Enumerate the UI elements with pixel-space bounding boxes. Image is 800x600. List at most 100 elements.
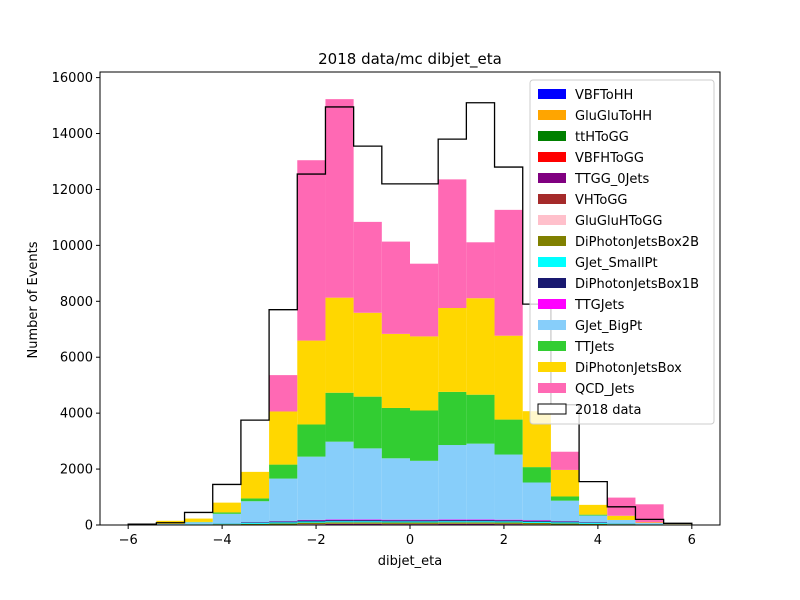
bar-GJet_SmallPt-bin-16 (579, 523, 608, 524)
bar-DiPhotonJetsBox2B-bin-9 (381, 522, 410, 524)
bar-DiPhotonJetsBox-bin-9 (381, 333, 410, 408)
bar-DiPhotonJetsBox-bin-2 (184, 518, 213, 522)
bar-QCD_Jets-bin-6 (297, 160, 326, 341)
bar-GJet_SmallPt-bin-8 (353, 521, 382, 523)
bar-GJet_BigPt-bin-3 (212, 513, 241, 524)
bar-QCD_Jets-bin-7 (325, 99, 354, 298)
y-tick-label: 6000 (60, 351, 93, 366)
bar-TTGG_0Jets-bin-11 (438, 524, 467, 525)
bar-DiPhotonJetsBox2B-bin-14 (522, 522, 551, 525)
legend-swatch-DiPhotonJetsBox2B (538, 236, 566, 246)
legend: VBFToHH GluGluToHH ttHToGG VBFHToGG TTGG_0Je… (529, 79, 715, 425)
bar-DiPhotonJetsBox-bin-15 (550, 469, 580, 497)
bar-DiPhotonJetsBox2B-bin-11 (438, 522, 467, 524)
legend-label-QCD_Jets: QCD_Jets (575, 382, 635, 397)
x-tick-label: 4 (594, 533, 602, 548)
bar-GJet_SmallPt-bin-12 (466, 521, 495, 523)
y-tick-label: 10000 (52, 239, 93, 254)
legend-label-VBFHToGG: VBFHToGG (575, 151, 644, 166)
bar-DiPhotonJetsBox-bin-12 (466, 298, 495, 395)
bar-DiPhotonJetsBox1B-bin-10 (410, 520, 439, 522)
y-tick-label: 2000 (60, 463, 93, 478)
legend-label-ttHToGG: ttHToGG (575, 130, 629, 145)
bar-TTGG_0Jets-bin-8 (353, 524, 382, 525)
bar-TTJets-bin-10 (410, 410, 439, 461)
legend-label-VHToGG: VHToGG (575, 193, 628, 208)
legend-swatch-DiPhotonJetsBox (538, 362, 566, 372)
bar-QCD_Jets-bin-12 (466, 242, 495, 299)
legend-swatch-GJet_SmallPt (538, 257, 566, 267)
bar-TTGG_0Jets-bin-12 (466, 524, 495, 525)
y-tick-label: 0 (85, 519, 93, 534)
bar-DiPhotonJetsBox1B-bin-12 (466, 520, 495, 522)
legend-swatch-GluGluToHH (538, 110, 566, 120)
bar-DiPhotonJetsBox2B-bin-16 (579, 523, 608, 525)
bar-TTGJets-bin-10 (410, 519, 439, 521)
bar-TTJets-bin-16 (579, 514, 608, 516)
bar-DiPhotonJetsBox-bin-17 (607, 515, 636, 520)
bar-TTGJets-bin-7 (325, 519, 354, 521)
bar-DiPhotonJetsBox-bin-8 (353, 312, 382, 397)
bar-DiPhotonJetsBox1B-bin-6 (297, 520, 326, 522)
bar-DiPhotonJetsBox2B-bin-6 (297, 522, 326, 525)
legend-label-GluGluHToGG: GluGluHToGG (575, 214, 662, 229)
bar-TTGG_0Jets-bin-9 (381, 524, 410, 525)
bar-QCD_Jets-bin-15 (550, 451, 580, 470)
y-tick-label: 16000 (52, 71, 93, 86)
legend-swatch-TTGJets (538, 299, 566, 309)
bar-DiPhotonJetsBox-bin-6 (297, 340, 326, 425)
bar-DiPhotonJetsBox1B-bin-15 (550, 521, 580, 523)
legend-swatch-VBFToHH (538, 89, 566, 99)
bar-DiPhotonJetsBox2B-bin-12 (466, 522, 495, 524)
x-tick-label: −4 (213, 533, 232, 548)
bar-DiPhotonJetsBox-bin-7 (325, 297, 354, 393)
legend-label-TTGJets: TTGJets (574, 298, 625, 313)
bar-TTJets-bin-8 (353, 396, 382, 449)
bar-GJet_SmallPt-bin-7 (325, 521, 354, 523)
bar-TTGJets-bin-9 (381, 519, 410, 521)
x-tick-label: −6 (119, 533, 138, 548)
bar-GJet_SmallPt-bin-13 (494, 521, 523, 523)
bar-DiPhotonJetsBox-bin-4 (240, 471, 270, 499)
bar-TTJets-bin-14 (522, 467, 551, 483)
bar-GJet_BigPt-bin-5 (269, 478, 298, 522)
bar-GJet_BigPt-bin-15 (550, 500, 580, 522)
bar-GJet_SmallPt-bin-4 (240, 523, 270, 524)
bar-DiPhotonJetsBox-bin-11 (438, 308, 467, 392)
bar-DiPhotonJetsBox2B-bin-8 (353, 522, 382, 524)
legend-label-DiPhotonJetsBox2B: DiPhotonJetsBox2B (575, 235, 699, 250)
y-tick-label: 4000 (60, 407, 93, 422)
bar-DiPhotonJetsBox-bin-16 (579, 504, 608, 515)
legend-label-GJet_BigPt: GJet_BigPt (575, 319, 642, 334)
legend-swatch-ttHToGG (538, 131, 566, 141)
x-tick-label: 0 (406, 533, 414, 548)
bar-TTGJets-bin-6 (297, 519, 326, 521)
bar-TTGG_0Jets-bin-7 (325, 524, 354, 525)
bar-GJet_SmallPt-bin-14 (522, 521, 551, 523)
chart-title: 2018 data/mc dibjet_eta (318, 50, 502, 69)
bar-TTJets-bin-15 (550, 496, 580, 501)
bar-GJet_BigPt-bin-12 (466, 443, 495, 520)
legend-swatch-GluGluHToGG (538, 215, 566, 225)
bar-GJet_SmallPt-bin-3 (212, 523, 241, 525)
bar-QCD_Jets-bin-10 (410, 263, 439, 337)
bar-GJet_BigPt-bin-7 (325, 441, 354, 520)
bar-GJet_BigPt-bin-14 (522, 482, 551, 521)
bar-GJet_BigPt-bin-16 (579, 515, 608, 523)
bar-DiPhotonJetsBox1B-bin-11 (438, 520, 467, 522)
bar-GJet_BigPt-bin-1 (156, 523, 185, 525)
legend-label-TTJets: TTJets (574, 340, 615, 355)
legend-swatch-GJet_BigPt (538, 320, 566, 330)
legend-swatch-TTJets (538, 341, 566, 351)
x-tick-label: −2 (306, 533, 325, 548)
bar-DiPhotonJetsBox1B-bin-16 (579, 522, 608, 524)
bar-TTGG_0Jets-bin-13 (494, 524, 523, 525)
x-tick-label: 6 (688, 533, 696, 548)
bar-TTJets-bin-6 (297, 424, 326, 457)
bar-GJet_SmallPt-bin-6 (297, 521, 326, 523)
legend-swatch-VBFHToGG (538, 152, 566, 162)
x-axis: −6 −4 −2 0 2 4 6 (119, 525, 696, 548)
bar-DiPhotonJetsBox2B-bin-5 (269, 523, 298, 525)
bar-GJet_SmallPt-bin-15 (550, 522, 580, 524)
legend-label-GluGluToHH: GluGluToHH (575, 109, 652, 124)
